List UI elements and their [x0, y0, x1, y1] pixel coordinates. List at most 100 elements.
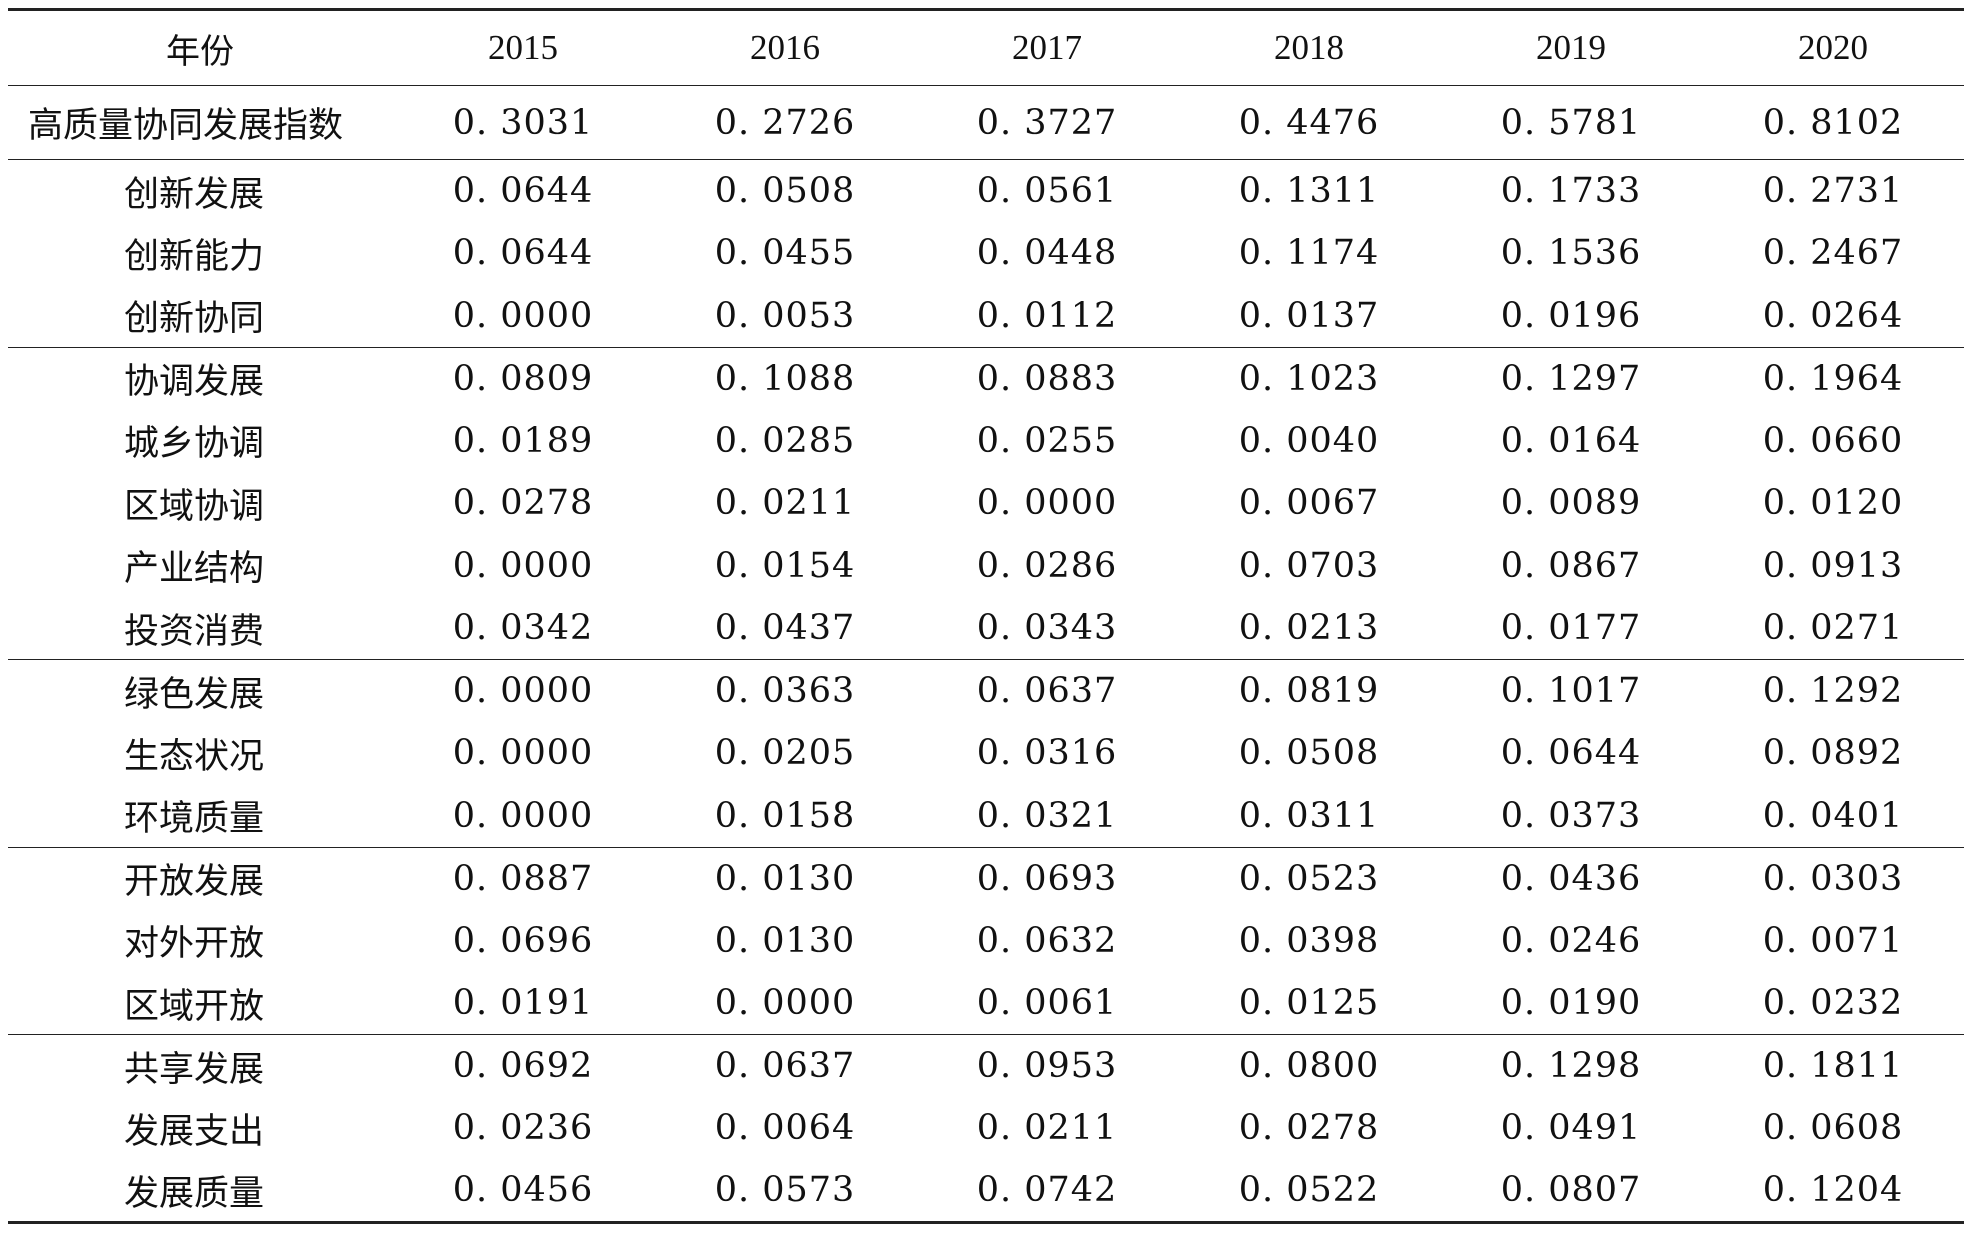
- value-cell: 0. 0807: [1440, 1159, 1702, 1224]
- value-cell: 0. 0373: [1500, 795, 1642, 836]
- value-cell: 0. 1811: [1702, 1034, 1964, 1097]
- value-cell: 0. 0637: [916, 659, 1178, 722]
- table-row: 产业结构 0. 0000 0. 0154 0. 0286 0. 0703 0. 0867 0…: [8, 535, 1964, 598]
- value-cell: 0. 0000: [452, 795, 594, 836]
- value-cell: 0. 1297: [1440, 346, 1702, 410]
- value-cell: 0. 0271: [1762, 608, 1904, 648]
- value-cell: 0. 0000: [452, 545, 594, 586]
- value-cell: 0. 0321: [976, 795, 1118, 836]
- table-row: 区域开放 0. 0191 0. 0000 0. 0061 0. 0125 0. 0190 0…: [8, 972, 1964, 1035]
- value-cell: 0. 1204: [1702, 1159, 1964, 1224]
- row-label: 协调发展: [8, 346, 392, 410]
- value-cell: 0. 2467: [1762, 233, 1904, 274]
- value-cell: 0. 0892: [1762, 733, 1904, 774]
- value-cell: 0. 0953: [916, 1034, 1178, 1097]
- value-cell: 0. 0867: [1500, 545, 1642, 586]
- value-cell: 0. 1964: [1702, 346, 1964, 410]
- value-cell: 0. 1174: [1238, 233, 1380, 274]
- value-cell: 0. 0523: [1178, 846, 1440, 910]
- value-cell: 0. 0255: [976, 420, 1118, 461]
- row-label: 投资消费: [124, 611, 265, 652]
- value-cell: 0. 0211: [976, 1108, 1118, 1149]
- index-row: 高质量协同发展指数 0. 3031 0. 2726 0. 3727 0. 4476 0. …: [8, 86, 1964, 160]
- value-cell: 0. 0573: [654, 1159, 916, 1224]
- header-label: 年份: [8, 8, 392, 86]
- value-cell: 0. 0137: [1238, 295, 1380, 336]
- table-row: 创新发展 0. 0644 0. 0508 0. 0561 0. 1311 0. 1733 0…: [8, 159, 1964, 222]
- value-cell: 0. 0632: [976, 920, 1118, 961]
- value-cell: 0. 0130: [714, 920, 856, 961]
- value-cell: 0. 8102: [1762, 102, 1904, 143]
- value-cell: 0. 4476: [1238, 102, 1380, 143]
- value-cell: 0. 0154: [714, 545, 856, 586]
- value-cell: 0. 1311: [1178, 159, 1440, 222]
- row-label: 创新能力: [124, 236, 265, 277]
- value-cell: 0. 0696: [452, 920, 594, 961]
- header-year: 2018: [1178, 8, 1440, 86]
- row-label: 发展支出: [124, 1111, 265, 1152]
- value-cell: 0. 2731: [1702, 159, 1964, 222]
- value-cell: 0. 0053: [714, 295, 856, 336]
- value-cell: 0. 0343: [976, 608, 1118, 648]
- row-label: 开放发展: [8, 846, 392, 910]
- value-cell: 0. 0000: [392, 659, 654, 722]
- value-cell: 0. 0158: [714, 795, 856, 836]
- value-cell: 0. 0125: [1238, 983, 1380, 1023]
- value-cell: 0. 0067: [1238, 483, 1380, 524]
- value-cell: 0. 0211: [714, 483, 856, 524]
- table-row: 区域协调 0. 0278 0. 0211 0. 0000 0. 0067 0. 0089 0…: [8, 472, 1964, 535]
- value-cell: 0. 1088: [654, 346, 916, 410]
- value-cell: 0. 0278: [1238, 1108, 1380, 1149]
- table-row: 城乡协调 0. 0189 0. 0285 0. 0255 0. 0040 0. 0164 0…: [8, 410, 1964, 473]
- value-cell: 0. 0887: [392, 846, 654, 910]
- table-row: 创新能力 0. 0644 0. 0455 0. 0448 0. 1174 0. 1536 0…: [8, 222, 1964, 285]
- table-row: 创新协同 0. 0000 0. 0053 0. 0112 0. 0137 0. 0196 0…: [8, 285, 1964, 348]
- table-row: 发展质量 0. 0456 0. 0573 0. 0742 0. 0522 0. 0807 0…: [8, 1159, 1964, 1224]
- row-label: 产业结构: [124, 549, 265, 590]
- value-cell: 0. 3031: [452, 102, 594, 143]
- data-table-container: 年份 2015 2016 2017 2018 2019 2020 高质量协同发展…: [8, 8, 1964, 1224]
- value-cell: 0. 1733: [1440, 159, 1702, 222]
- value-cell: 0. 0703: [1238, 545, 1380, 586]
- value-cell: 0. 0112: [976, 295, 1118, 336]
- value-cell: 0. 0644: [392, 159, 654, 222]
- header-year: 2015: [392, 8, 654, 86]
- value-cell: 0. 0213: [1238, 608, 1380, 648]
- value-cell: 0. 0232: [1762, 983, 1904, 1023]
- value-cell: 0. 1017: [1440, 659, 1702, 722]
- table-row: 共享发展 0. 0692 0. 0637 0. 0953 0. 0800 0. 1298 0…: [8, 1034, 1964, 1097]
- table-row: 生态状况 0. 0000 0. 0205 0. 0316 0. 0508 0. 0644 0…: [8, 722, 1964, 785]
- table-row: 投资消费 0. 0342 0. 0437 0. 0343 0. 0213 0. 0177 0…: [8, 597, 1964, 660]
- table-row: 协调发展 0. 0809 0. 1088 0. 0883 0. 1023 0. 1297 0…: [8, 346, 1964, 410]
- row-label: 环境质量: [124, 799, 265, 839]
- value-cell: 0. 0508: [654, 159, 916, 222]
- value-cell: 0. 1292: [1702, 659, 1964, 722]
- value-cell: 0. 0456: [392, 1159, 654, 1224]
- value-cell: 0. 0401: [1762, 795, 1904, 836]
- value-cell: 0. 0637: [654, 1034, 916, 1097]
- value-cell: 0. 1536: [1500, 233, 1642, 274]
- row-label: 发展质量: [8, 1159, 392, 1224]
- value-cell: 0. 0508: [1238, 733, 1380, 774]
- value-cell: 0. 0071: [1762, 920, 1904, 961]
- value-cell: 0. 0455: [714, 233, 856, 274]
- row-label: 城乡协调: [124, 424, 265, 465]
- value-cell: 0. 0120: [1762, 483, 1904, 524]
- value-cell: 0. 0491: [1500, 1108, 1642, 1149]
- value-cell: 0. 0522: [1178, 1159, 1440, 1224]
- value-cell: 0. 0191: [452, 983, 594, 1023]
- value-cell: 0. 0000: [452, 295, 594, 336]
- row-label: 创新协同: [124, 299, 265, 339]
- value-cell: 0. 1298: [1440, 1034, 1702, 1097]
- table-body: 高质量协同发展指数 0. 3031 0. 2726 0. 3727 0. 4476 0. …: [8, 86, 1964, 1224]
- value-cell: 0. 0692: [392, 1034, 654, 1097]
- value-cell: 0. 0561: [916, 159, 1178, 222]
- row-label: 创新发展: [8, 159, 392, 222]
- value-cell: 0. 0436: [1440, 846, 1702, 910]
- row-label: 区域协调: [124, 486, 265, 527]
- value-cell: 0. 5781: [1500, 102, 1642, 143]
- value-cell: 0. 0205: [714, 733, 856, 774]
- value-cell: 0. 0644: [1500, 733, 1642, 774]
- value-cell: 0. 0809: [392, 346, 654, 410]
- value-cell: 0. 0164: [1500, 420, 1642, 461]
